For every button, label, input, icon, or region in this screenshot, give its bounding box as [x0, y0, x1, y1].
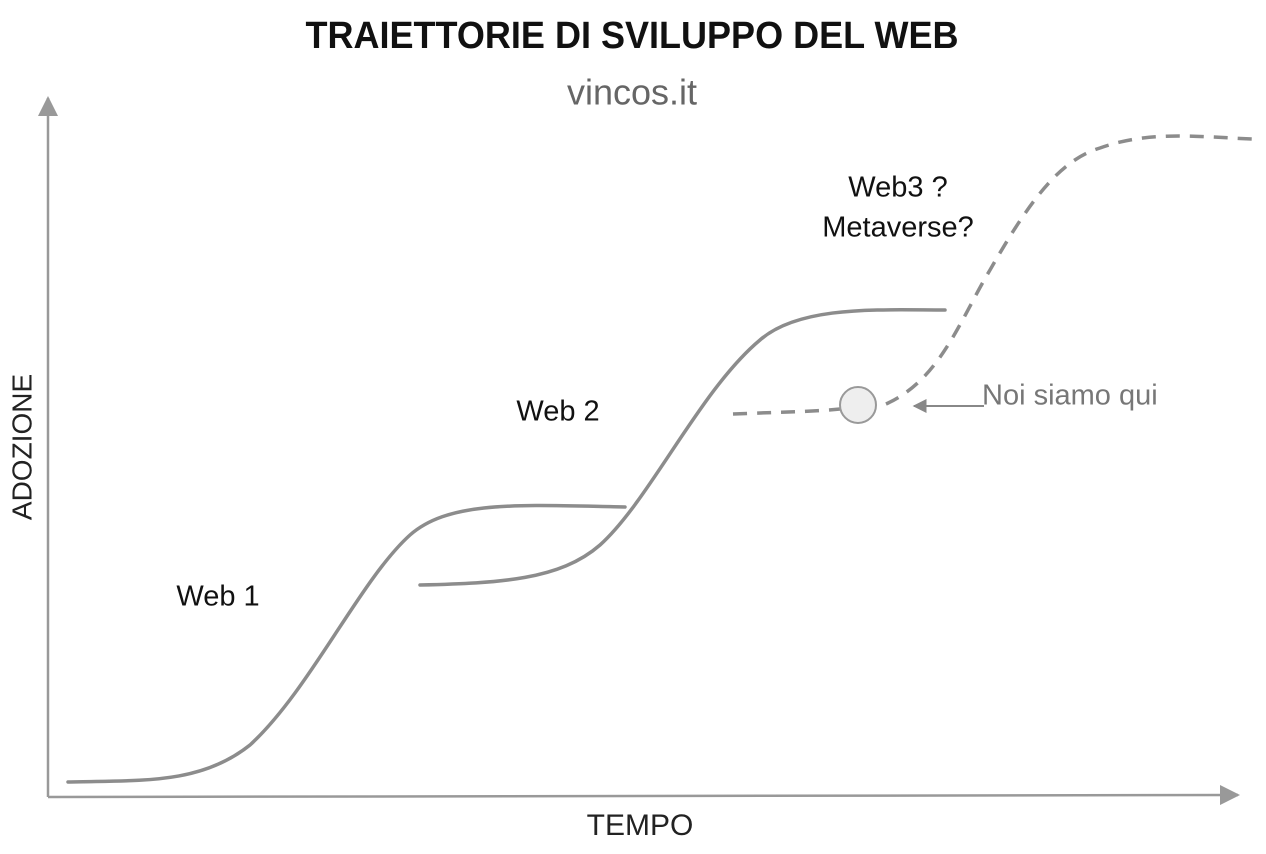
y-axis-label: ADOZIONE — [6, 374, 37, 520]
web3-curve — [885, 134, 1253, 406]
curve-label: Metaverse? — [822, 212, 974, 244]
subtitle: vincos.it — [567, 72, 697, 113]
curve-label: Web 2 — [516, 396, 599, 428]
web2-curve — [418, 308, 947, 587]
web1-curve — [66, 503, 627, 784]
position-marker — [839, 386, 877, 424]
x-axis-label: TEMPO — [587, 809, 694, 842]
annotation: Noi siamo qui — [982, 380, 1158, 412]
web3-curve — [732, 407, 841, 416]
title: TRAIETTORIE DI SVILUPPO DEL WEB — [306, 15, 959, 57]
curve-label: Web 1 — [176, 581, 259, 613]
curve-label: Web3 ? — [848, 172, 947, 204]
x-axis — [47, 785, 1240, 806]
